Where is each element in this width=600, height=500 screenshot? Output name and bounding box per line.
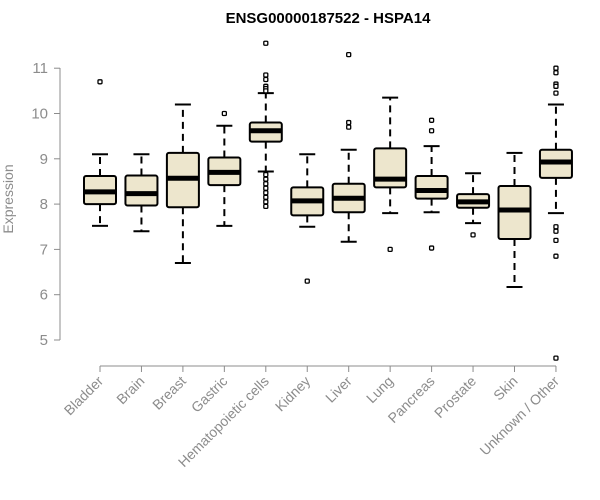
- outlier-point: [553, 253, 559, 259]
- x-tick-label: Unknown / Other: [476, 373, 562, 459]
- iqr-box: [414, 175, 449, 200]
- y-tick-label: 5: [40, 332, 48, 349]
- outlier-point: [263, 181, 269, 187]
- box-skin: [497, 151, 532, 288]
- box-brain: [124, 153, 159, 233]
- outlier-point: [553, 65, 559, 71]
- outlier-point: [470, 232, 476, 238]
- outlier-point: [263, 40, 269, 46]
- box-liver: [331, 51, 366, 243]
- outlier-point: [263, 185, 269, 191]
- outlier-point: [428, 117, 435, 123]
- boxes-group: [83, 40, 573, 361]
- outlier-point: [304, 278, 310, 284]
- y-tick-label: 7: [40, 241, 48, 258]
- box-pancreas: [414, 117, 449, 251]
- outlier-point: [553, 228, 559, 234]
- outlier-point: [553, 83, 559, 89]
- outlier-point: [553, 224, 559, 230]
- outlier-point: [428, 245, 435, 251]
- x-tick-label: Breast: [149, 373, 189, 413]
- box-prostate: [456, 172, 491, 238]
- outlier-point: [263, 176, 269, 182]
- x-tick-label: Skin: [490, 373, 521, 404]
- box-unknown-other: [538, 65, 573, 361]
- outlier-point: [553, 237, 559, 243]
- outlier-point: [553, 355, 559, 361]
- iqr-box: [124, 174, 159, 207]
- outlier-point: [263, 199, 269, 205]
- outlier-point: [387, 246, 393, 253]
- y-tick-label: 10: [31, 106, 48, 123]
- outlier-point: [346, 119, 352, 126]
- x-tick-label: Bladder: [61, 373, 107, 419]
- outlier-point: [263, 76, 269, 83]
- x-tick-label: Brain: [113, 373, 147, 407]
- box-gastric: [207, 110, 242, 227]
- outlier-point: [263, 194, 269, 200]
- y-axis-label: Expression: [0, 164, 16, 233]
- y-tick-label: 6: [40, 287, 48, 304]
- box-hematopoietic-cells: [248, 40, 283, 210]
- y-tick-label: 11: [32, 60, 48, 77]
- y-ticks: 5 6 7 8 9 10 11: [31, 60, 60, 349]
- box-bladder: [83, 79, 117, 227]
- y-tick-label: 9: [40, 151, 48, 168]
- x-tick-label: Prostate: [431, 373, 479, 421]
- outlier-point: [263, 172, 269, 178]
- x-tick-label: Kidney: [272, 373, 314, 415]
- x-tick-label: Liver: [322, 373, 355, 406]
- outlier-point: [97, 79, 103, 85]
- outlier-point: [221, 110, 228, 117]
- y-tick-label: 8: [40, 196, 48, 213]
- box-breast: [165, 103, 200, 264]
- x-tick-label: Lung: [363, 373, 396, 406]
- outlier-point: [263, 203, 269, 210]
- outlier-point: [428, 128, 435, 134]
- outlier-point: [553, 70, 559, 76]
- outlier-point: [553, 90, 559, 96]
- chart-title: ENSG00000187522 - HSPA14: [226, 10, 432, 27]
- outlier-point: [263, 190, 269, 196]
- outlier-point: [263, 72, 269, 78]
- box-lung: [373, 96, 408, 253]
- box-kidney: [290, 153, 325, 284]
- outlier-point: [346, 51, 352, 58]
- outlier-point: [346, 124, 352, 130]
- outlier-point: [263, 88, 269, 94]
